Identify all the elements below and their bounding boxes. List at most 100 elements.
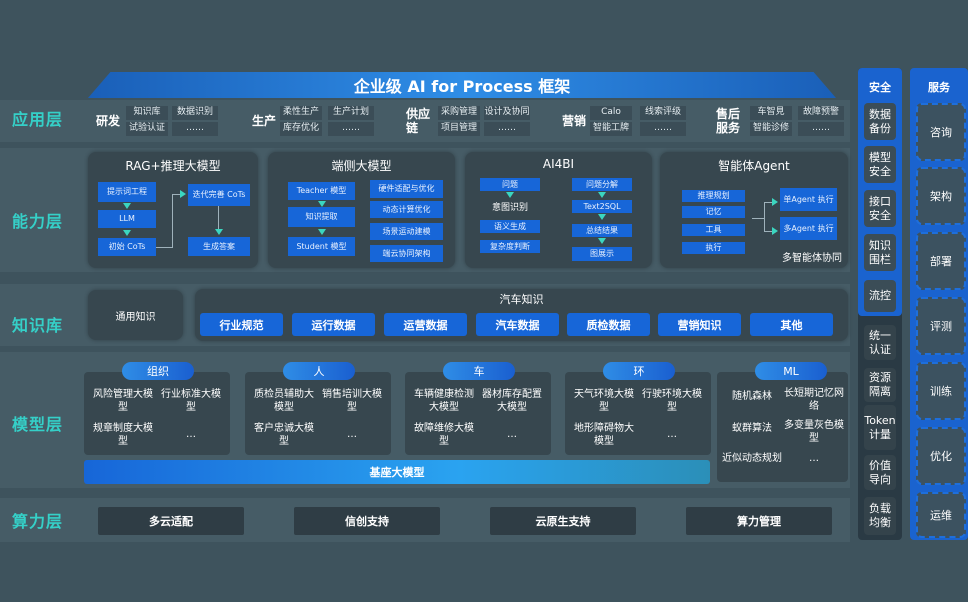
model-group-box <box>405 372 551 455</box>
agent-component: 工具 <box>682 224 745 236</box>
arrow-down-icon <box>506 192 514 198</box>
edge-feature: 端云协同架构 <box>370 245 443 262</box>
layer-label-model: 模型层 <box>12 415 64 434</box>
app-item: 智能工牌 <box>590 122 632 136</box>
app-item: 生产计划 <box>328 106 374 120</box>
model-item: 蚁群算法 <box>732 423 772 434</box>
knowledge-item: 质检数据 <box>567 313 650 336</box>
model-item: 质检员辅助大模型 <box>254 389 314 413</box>
model-group-tag: 组织 <box>122 362 194 380</box>
model-item: 器材库存配置大模型 <box>482 389 542 413</box>
model-item: 行驶环境大模型 <box>642 389 702 413</box>
edge-step: Teacher 模型 <box>288 182 355 200</box>
security-item: 统一认证 <box>864 325 896 360</box>
agent-component: 执行 <box>682 242 745 254</box>
service-item: 运维 <box>916 492 966 538</box>
model-group-tag: 车 <box>443 362 515 380</box>
model-item: 规章制度大模型 <box>93 423 153 447</box>
app-group-label: 供应链 <box>406 107 431 135</box>
model-item: 长短期记忆网络 <box>784 388 844 412</box>
panel-title-ai4bi: AI4BI <box>542 157 575 171</box>
model-group-tag: ML <box>755 362 827 380</box>
connector-line <box>218 206 219 232</box>
title-banner: 企业级 AI for Process 框架 <box>88 72 836 98</box>
connector-line <box>764 231 774 232</box>
security-item: Token计量 <box>864 405 896 450</box>
model-item: … <box>667 429 677 440</box>
app-group-label: 研发 <box>96 114 121 128</box>
arrow-down-icon <box>215 229 223 235</box>
agent-footer: 多智能体协同 <box>782 253 842 264</box>
model-item: 多变量灰色模型 <box>784 420 844 444</box>
rag-step: 生成答案 <box>188 237 250 256</box>
arrow-down-icon <box>598 238 606 244</box>
compute-item: 信创支持 <box>294 507 440 535</box>
arrow-down-icon <box>318 229 326 235</box>
knowledge-item: 其他 <box>750 313 833 336</box>
app-item: 采购管理 <box>438 106 480 120</box>
service-item: 部署 <box>916 232 966 290</box>
panel-title-agent: 智能体Agent <box>718 159 790 173</box>
security-item: 模型安全 <box>864 146 896 183</box>
app-item: …… <box>640 122 686 136</box>
model-item: 地形障碍物大模型 <box>574 423 634 447</box>
service-item: 架构 <box>916 167 966 225</box>
agent-component: 记忆 <box>682 206 745 218</box>
security-item: 流控 <box>864 280 896 312</box>
model-item: 行业标准大模型 <box>161 389 221 413</box>
app-group-label: 售后服务 <box>716 107 741 135</box>
agent-exec: 多Agent 执行 <box>780 217 837 240</box>
service-item: 评测 <box>916 297 966 355</box>
security-item: 接口安全 <box>864 190 896 227</box>
edge-feature: 场景运动建模 <box>370 223 443 240</box>
app-item: 柔性生产 <box>280 106 322 120</box>
security-item: 资源隔离 <box>864 368 896 402</box>
security-item: 价值导向 <box>864 455 896 490</box>
arrow-down-icon <box>123 230 131 236</box>
app-item: 故障预警 <box>798 106 844 120</box>
ai4bi-step: Text2SQL <box>572 200 632 213</box>
edge-step: 知识提取 <box>288 207 355 227</box>
model-item: 故障维修大模型 <box>414 423 474 447</box>
edge-feature: 硬件适配与优化 <box>370 180 443 198</box>
model-item: 销售培训大模型 <box>322 389 382 413</box>
knowledge-item: 汽车数据 <box>476 313 559 336</box>
agent-exec: 单Agent 执行 <box>780 188 837 211</box>
layer-label-capability: 能力层 <box>12 212 64 231</box>
rag-step: 迭代完善 CoTs <box>188 184 250 206</box>
app-item: 试验认证 <box>126 122 168 136</box>
knowledge-item: 运营数据 <box>384 313 467 336</box>
app-item: 线索评级 <box>640 106 686 120</box>
model-group-tag: 环 <box>603 362 675 380</box>
model-item: 天气环境大模型 <box>574 389 634 413</box>
rag-step: LLM <box>98 210 156 228</box>
compute-item: 云原生支持 <box>490 507 636 535</box>
security-item: 负载均衡 <box>864 497 896 535</box>
ai4bi-step: 问题分解 <box>572 178 632 191</box>
model-item: 风险管理大模型 <box>93 389 153 413</box>
layer-label-knowledge: 知识库 <box>12 316 64 335</box>
model-item: 客户忠诚大模型 <box>254 423 314 447</box>
arrow-right-icon <box>772 198 778 206</box>
model-item: … <box>347 429 357 440</box>
model-group-box <box>565 372 711 455</box>
app-item: 知识库 <box>126 106 168 120</box>
arrow-down-icon <box>123 203 131 209</box>
arrow-down-icon <box>598 192 606 198</box>
connector-line <box>764 202 765 232</box>
service-item: 优化 <box>916 427 966 485</box>
knowledge-item: 行业规范 <box>200 313 283 336</box>
security-item: 数据备份 <box>864 103 896 140</box>
app-item: …… <box>328 122 374 136</box>
edge-feature: 动态计算优化 <box>370 201 443 218</box>
ai4bi-intent-text: 意图识别 <box>491 203 528 213</box>
connector-line <box>752 218 764 219</box>
model-group-box <box>84 372 230 455</box>
app-item: 智能诊修 <box>750 122 792 136</box>
edge-step: Student 模型 <box>288 237 355 256</box>
model-item: 车辆健康检测大模型 <box>414 389 474 413</box>
model-item: 近似动态规划 <box>722 453 782 464</box>
panel-title-rag: RAG+推理大模型 <box>125 159 221 173</box>
connector-line <box>172 194 173 248</box>
app-item: 车智見 <box>750 106 792 120</box>
